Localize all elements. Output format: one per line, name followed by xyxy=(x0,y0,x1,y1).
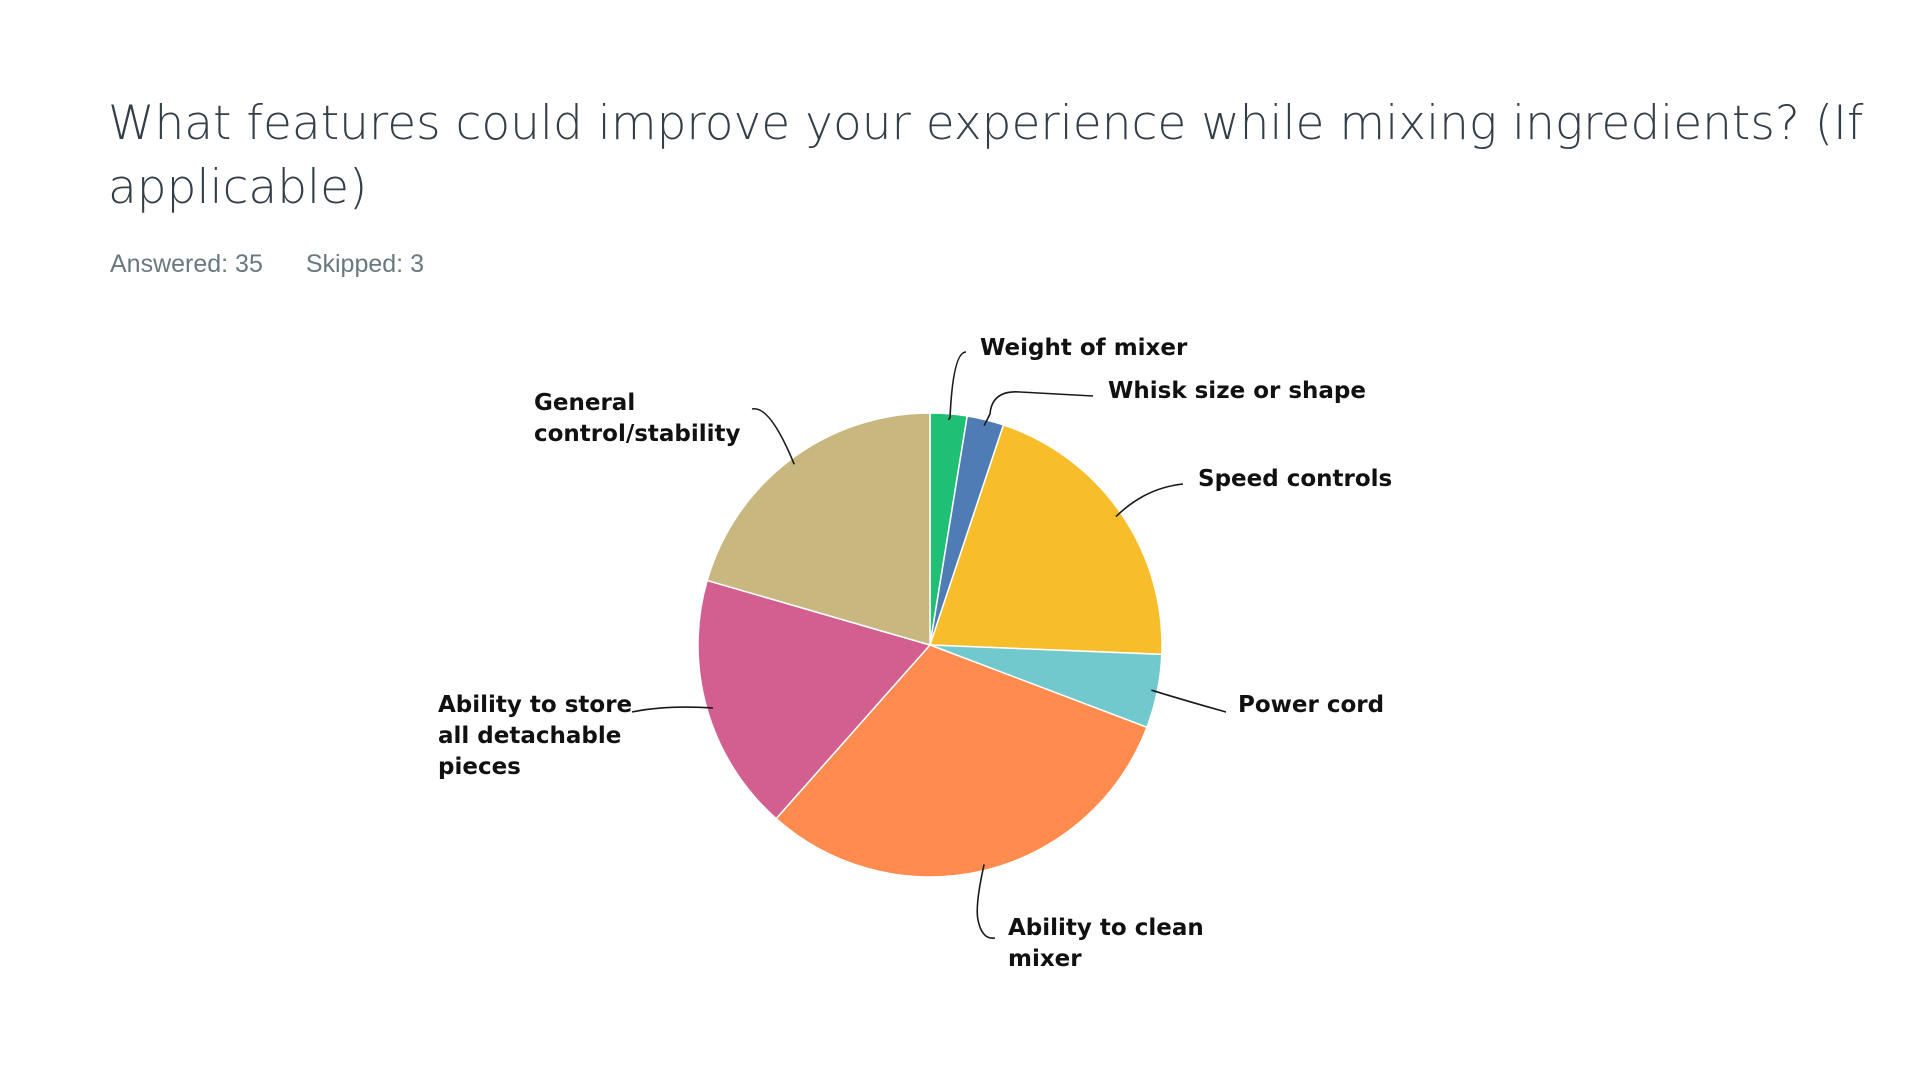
slice-label-ability-to-clean-mixer: Ability to clean mixer xyxy=(1008,915,1204,972)
pie-slice-ability-to-clean-mixer xyxy=(775,644,1148,878)
leader-line-2 xyxy=(1115,483,1184,518)
pie-leader-lines xyxy=(631,351,1227,939)
slice-label-weight-of-mixer: Weight of mixer xyxy=(980,335,1188,361)
leader-line-0 xyxy=(947,351,967,421)
skipped-count: Skipped: 3 xyxy=(305,250,424,278)
leader-line-5 xyxy=(631,706,713,713)
leader-line-4 xyxy=(976,864,996,939)
slice-label-whisk-size-or-shape: Whisk size or shape xyxy=(1108,378,1366,404)
pie-labels: Weight of mixer Whisk size or shape Speed … xyxy=(438,335,1392,972)
slice-label-power-cord: Power cord xyxy=(1238,692,1384,718)
response-counts: Answered: 35 Skipped: 3 xyxy=(110,250,460,279)
leader-line-1 xyxy=(983,391,1094,426)
leader-line-6 xyxy=(751,408,795,465)
leader-line-3 xyxy=(1151,689,1227,713)
pie-slice-ability-to-store-all-detachable-pieces xyxy=(697,579,932,820)
pie-slice-general-control-stability xyxy=(706,412,931,646)
slice-label-speed-controls: Speed controls xyxy=(1198,466,1392,492)
pie-slices xyxy=(697,412,1163,878)
question-title: What features could improve your experie… xyxy=(108,96,1864,215)
slice-label-ability-to-store-all-detachable-pieces: Ability to store all detachable pieces xyxy=(438,692,632,780)
pie-slice-speed-controls xyxy=(928,423,1163,656)
answered-count: Answered: 35 xyxy=(110,250,263,278)
slice-label-general-control-stability: General control/stability xyxy=(534,390,741,447)
